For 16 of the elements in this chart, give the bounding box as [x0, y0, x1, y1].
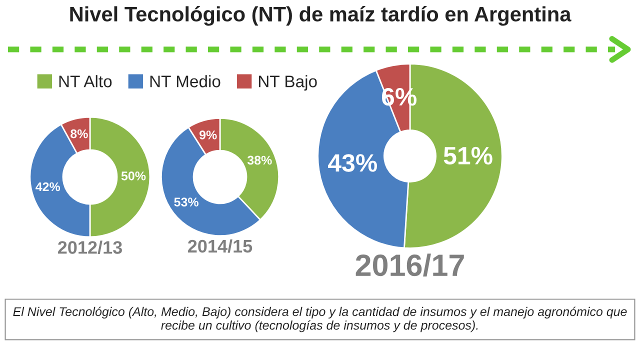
data-label: 51% [444, 146, 492, 165]
text: El Nivel Tecnológico (Alto, Medio, Bajo) considera el tipo y la cantidad de insumos y el manejo agronómico que recibe un cultivo (tecnologías de insumos y de procesos). [13, 306, 627, 332]
legend-label: NT Alto [59, 75, 112, 88]
data-label: 53% [174, 198, 198, 207]
chart-title: Nivel Tecnológico (NT) de maíz tardío en Argentina [70, 6, 572, 26]
legend-label: NT Medio [150, 75, 220, 88]
data-label: 42% [36, 182, 60, 192]
data-label: 8% [70, 129, 88, 138]
data-label: 43% [328, 154, 378, 172]
text: 2016/17 [356, 254, 464, 276]
data-label: 38% [247, 156, 272, 165]
data-label: 9% [200, 130, 217, 140]
data-label: 50% [121, 172, 146, 180]
legend-label: NT Bajo [259, 75, 317, 91]
text: 2012/13 [58, 240, 122, 254]
text: 2014/15 [188, 239, 252, 253]
